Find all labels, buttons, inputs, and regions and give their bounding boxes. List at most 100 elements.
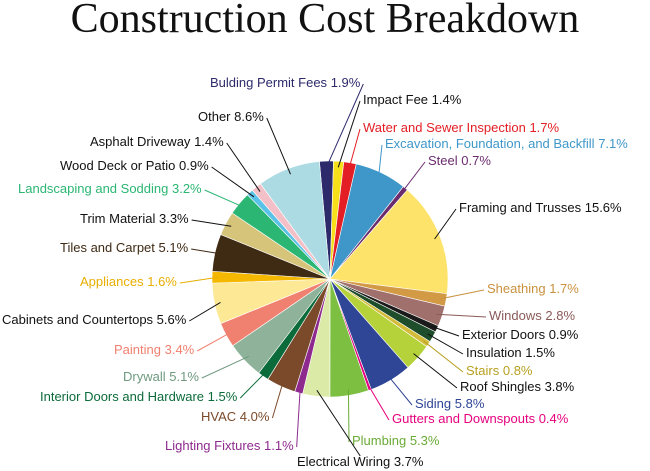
value-label: 8.6% <box>234 109 264 124</box>
slice-label: Water and Sewer Inspection 1.7% <box>363 120 560 135</box>
category-label: Insulation <box>466 345 522 360</box>
slice-label: Electrical Wiring 3.7% <box>297 454 424 469</box>
slice-label: Impact Fee 1.4% <box>363 92 462 107</box>
value-label: 15.6% <box>585 200 622 215</box>
category-label: Interior Doors and Hardware <box>40 389 204 404</box>
category-label: Lighting Fixtures <box>165 438 261 453</box>
leader-line <box>436 313 487 318</box>
value-label: 1.9% <box>331 75 361 90</box>
leader-line <box>401 161 426 194</box>
category-label: Other <box>198 109 231 124</box>
slice-label: Drywall 5.1% <box>123 369 199 384</box>
value-label: 2.8% <box>545 308 575 323</box>
leader-line <box>367 384 390 421</box>
category-label: Drywall <box>123 369 166 384</box>
slice-label: Windows 2.8% <box>489 308 575 323</box>
category-label: Stairs <box>466 363 500 378</box>
category-label: Framing and Trusses <box>459 200 582 215</box>
leader-line <box>201 355 250 379</box>
category-label: Asphalt Driveway <box>90 134 191 149</box>
slice-label: Asphalt Driveway 1.4% <box>90 134 224 149</box>
value-label: 1.5% <box>525 345 555 360</box>
leader-line <box>266 117 291 175</box>
category-label: Bulding Permit Fees <box>210 75 328 90</box>
chart-title: Construction Cost Breakdown <box>71 0 580 42</box>
slice-label: Interior Doors and Hardware 1.5% <box>40 389 238 404</box>
category-label: Steel <box>428 153 458 168</box>
slice-label: Steel 0.7% <box>428 153 491 168</box>
value-label: 1.1% <box>264 438 294 453</box>
value-label: 3.4% <box>165 342 195 357</box>
category-label: Exterior Doors <box>462 327 546 342</box>
slice-label: Sheathing 1.7% <box>487 281 579 296</box>
category-label: Water and Sewer Inspection <box>363 120 526 135</box>
value-label: 1.7% <box>529 120 559 135</box>
leader-line <box>191 219 232 227</box>
value-label: 3.8% <box>545 379 575 394</box>
leader-line <box>431 325 460 337</box>
leader-line <box>179 276 219 284</box>
leader-line <box>189 302 221 322</box>
value-label: 0.4% <box>539 411 569 426</box>
category-label: Impact Fee <box>363 92 428 107</box>
leader-line <box>271 380 284 419</box>
category-label: Wood Deck or Patio <box>60 158 175 173</box>
slice-label: Insulation 1.5% <box>466 345 555 360</box>
leader-line <box>326 83 364 168</box>
value-label: 5.8% <box>455 396 485 411</box>
category-label: Excavation, Foundation, and Backfill <box>385 136 595 151</box>
category-label: Tiles and Carpet <box>60 240 155 255</box>
slice-label: Framing and Trusses 15.6% <box>459 200 622 215</box>
category-label: Trim Material <box>80 211 155 226</box>
slice-label: Painting 3.4% <box>114 342 195 357</box>
value-label: 1.4% <box>432 92 462 107</box>
leader-line <box>337 100 361 168</box>
category-label: Appliances <box>80 274 144 289</box>
value-label: 7.1% <box>598 136 628 151</box>
value-label: 1.7% <box>549 281 579 296</box>
slice-label: HVAC 4.0% <box>201 409 270 424</box>
category-label: Cabinets and Countertops <box>2 312 154 327</box>
category-label: Siding <box>415 396 451 411</box>
value-label: 5.1% <box>169 369 199 384</box>
leader-line <box>423 340 464 373</box>
value-label: 4.0% <box>240 409 270 424</box>
slice-label: Excavation, Foundation, and Backfill 7.1… <box>385 136 628 151</box>
slice-label: Exterior Doors 0.9% <box>462 327 579 342</box>
slice-label: Trim Material 3.3% <box>80 211 189 226</box>
leader-line <box>348 128 361 169</box>
value-label: 1.5% <box>208 389 238 404</box>
leader-lines <box>179 83 487 457</box>
leader-line <box>347 389 350 443</box>
leader-line <box>434 208 457 240</box>
slice-label: Stairs 0.8% <box>466 363 533 378</box>
category-label: Plumbing <box>352 433 406 448</box>
leader-line <box>316 389 361 457</box>
slice-label: Appliances 1.6% <box>80 274 177 289</box>
value-label: 0.7% <box>461 153 491 168</box>
value-label: 5.1% <box>159 240 189 255</box>
slice-label: Landscaping and Sodding 3.2% <box>18 181 202 196</box>
slice-label: Other 8.6% <box>198 109 264 124</box>
value-label: 0.8% <box>503 363 533 378</box>
value-label: 0.9% <box>549 327 579 342</box>
category-label: Windows <box>489 308 542 323</box>
leader-line <box>211 166 255 198</box>
slice-label: Gutters and Downspouts 0.4% <box>392 411 569 426</box>
leader-line <box>239 370 267 399</box>
slice-label: Siding 5.8% <box>415 396 485 411</box>
leader-line <box>440 289 485 300</box>
category-label: Electrical Wiring <box>297 454 390 469</box>
value-label: 3.3% <box>159 211 189 226</box>
value-label: 1.6% <box>147 274 177 289</box>
category-label: Painting <box>114 342 161 357</box>
leader-line <box>204 189 245 208</box>
leader-line <box>413 353 458 389</box>
slice-label: Roof Shingles 3.8% <box>460 379 575 394</box>
slice-label: Plumbing 5.3% <box>352 433 440 448</box>
value-label: 0.9% <box>179 158 209 173</box>
value-label: 1.4% <box>194 134 224 149</box>
category-label: Gutters and Downspouts <box>392 411 536 426</box>
leader-line <box>197 331 232 352</box>
